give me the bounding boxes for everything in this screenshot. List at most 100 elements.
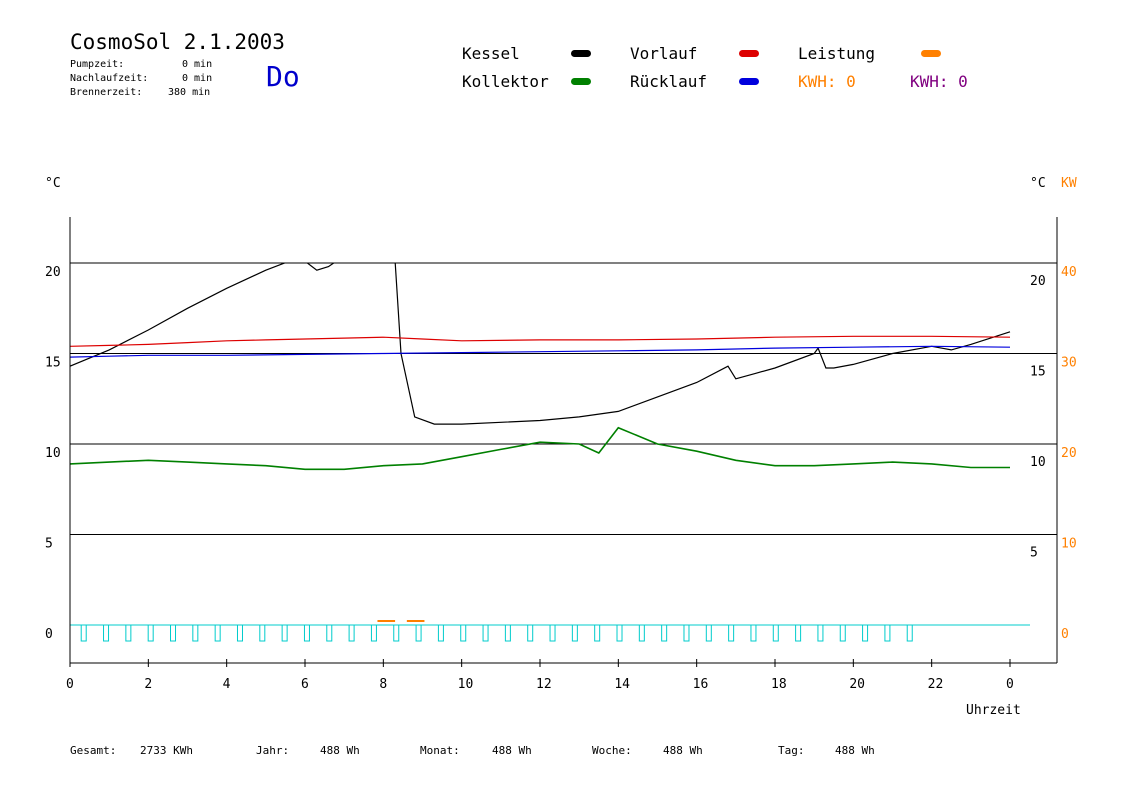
legend-swatch-ruecklauf [739, 78, 759, 85]
series-line-ruecklauf [70, 345, 1011, 358]
pump-pulse-mark [80, 624, 87, 642]
pump-pulse-mark [839, 624, 846, 642]
x-tick-label-0: 0 [66, 677, 74, 692]
y-tick-kw-10: 10 [1061, 537, 1077, 552]
y-tick-left-20: 20 [45, 265, 61, 280]
x-tick-label-11: 22 [928, 677, 944, 692]
pump-pulse-mark [906, 624, 913, 642]
pump-pulse-mark [170, 624, 177, 642]
stat-nachlaufzeit-label: Nachlaufzeit: [70, 73, 149, 84]
pump-pulse-mark [303, 624, 310, 642]
x-tick-label-9: 18 [771, 677, 787, 692]
pump-pulse-mark [705, 624, 712, 642]
y-tick-kw-20: 20 [1061, 446, 1077, 461]
legend-swatch-leistung [921, 50, 941, 57]
pump-pulse-mark [214, 624, 221, 642]
pump-pulse-mark [862, 624, 869, 642]
pump-pulse-mark [370, 624, 377, 642]
footer-woche-value: 488 Wh [663, 744, 703, 757]
y-tick-right-15: 15 [1030, 365, 1046, 380]
footer-woche-label: Woche: [592, 744, 632, 757]
footer-tag-value: 488 Wh [835, 744, 875, 757]
legend-swatch-kollektor [571, 78, 591, 85]
legend-swatch-vorlauf [739, 50, 759, 57]
y-tick-kw-30: 30 [1061, 356, 1077, 371]
pump-pulse-mark [683, 624, 690, 642]
x-tick-label-5: 10 [458, 677, 474, 692]
x-tick-label-8: 16 [693, 677, 709, 692]
pump-pulse-mark [795, 624, 802, 642]
stat-pumpzeit-value: 0 min [182, 59, 213, 70]
legend-label-kessel: Kessel [462, 44, 520, 63]
stat-brennerzeit-value: 380 min [168, 87, 211, 98]
x-tick-label-7: 14 [614, 677, 630, 692]
y-tick-right-10: 10 [1030, 455, 1046, 470]
footer-jahr-label: Jahr: [256, 744, 290, 757]
legend-label-kollektor: Kollektor [462, 72, 549, 91]
footer-monat-value: 488 Wh [492, 744, 532, 757]
pump-pulse-mark [772, 624, 779, 642]
footer-gesamt-label: Gesamt: [70, 744, 117, 757]
y-tick-left-0: 0 [45, 627, 53, 642]
pump-pulse-mark [616, 624, 623, 642]
y-axis-label-kw: KW [1061, 176, 1077, 191]
series-line-kessel [70, 263, 1011, 425]
pump-pulse-mark [236, 624, 243, 642]
x-tick-label-1: 2 [144, 677, 152, 692]
pump-pulse-mark [415, 624, 422, 642]
pump-pulse-mark [527, 624, 534, 642]
pump-pulse-mark [750, 624, 757, 642]
y-axis-label-left: °C [45, 176, 61, 191]
weekday-label: Do [266, 60, 300, 93]
footer-monat-label: Monat: [420, 744, 460, 757]
x-tick-label-10: 20 [849, 677, 865, 692]
pump-pulse-mark [728, 624, 735, 642]
y-tick-kw-40: 40 [1061, 265, 1077, 280]
y-tick-kw-0: 0 [1061, 627, 1069, 642]
pump-pulse-mark [192, 624, 199, 642]
legend-label-leistung: Leistung [798, 44, 876, 63]
pump-pulse-mark [281, 624, 288, 642]
series-line-vorlauf [70, 335, 1011, 347]
chart-title: CosmoSol 2.1.2003 [70, 30, 285, 54]
legend-label-ruecklauf: Rücklauf [630, 72, 708, 91]
pump-pulse-mark [482, 624, 489, 642]
x-tick-label-3: 6 [301, 677, 309, 692]
pump-pulse-mark [460, 624, 467, 642]
pump-pulse-mark [571, 624, 578, 642]
x-tick-label-12: 0 [1006, 677, 1014, 692]
pump-pulse-mark [549, 624, 556, 642]
pump-pulse-mark [125, 624, 132, 642]
pump-pulse-mark [259, 624, 266, 642]
footer-tag-label: Tag: [778, 744, 805, 757]
stat-pumpzeit-label: Pumpzeit: [70, 59, 125, 70]
y-tick-left-15: 15 [45, 356, 61, 371]
x-tick-label-2: 4 [223, 677, 231, 692]
pump-pulse-mark [393, 624, 400, 642]
kwh-leistung-label: KWH: 0 [798, 72, 856, 91]
pump-pulse-mark [348, 624, 355, 642]
series-line-kollektor [70, 426, 1010, 471]
pump-pulse-mark [147, 624, 154, 642]
pump-pulse-mark [594, 624, 601, 642]
pump-pulse-mark [103, 624, 110, 642]
stat-brennerzeit-label: Brennerzeit: [70, 87, 143, 98]
x-tick-label-4: 8 [379, 677, 387, 692]
pump-pulse-mark [661, 624, 668, 642]
y-tick-left-10: 10 [45, 446, 61, 461]
y-axis-label-right: °C [1030, 176, 1046, 191]
x-axis-label: Uhrzeit [966, 703, 1021, 718]
y-tick-right-5: 5 [1030, 546, 1038, 561]
legend-label-vorlauf: Vorlauf [630, 44, 698, 63]
pump-pulse-mark [817, 624, 824, 642]
stat-nachlaufzeit-value: 0 min [182, 73, 213, 84]
pump-pulse-mark [638, 624, 645, 642]
pump-pulse-mark [884, 624, 891, 642]
y-tick-right-20: 20 [1030, 274, 1046, 289]
footer-gesamt-value: 2733 KWh [140, 744, 193, 757]
pump-pulse-mark [437, 624, 444, 642]
pump-pulse-mark [326, 624, 333, 642]
x-tick-label-6: 12 [536, 677, 552, 692]
kwh-second-label: KWH: 0 [910, 72, 968, 91]
